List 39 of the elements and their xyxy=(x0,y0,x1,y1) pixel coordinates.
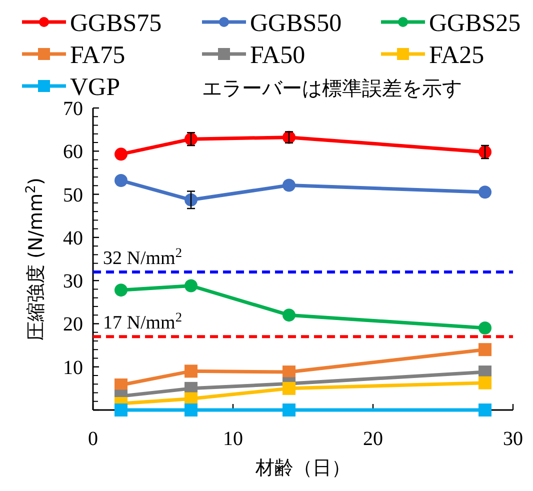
point xyxy=(282,382,296,395)
point xyxy=(114,174,128,187)
legend-label: FA25 xyxy=(429,42,484,69)
legend-label: GGBS75 xyxy=(70,10,162,37)
point xyxy=(282,178,296,192)
point xyxy=(114,148,128,161)
x-tick-label: 0 xyxy=(88,428,98,450)
y-tick-label: 60 xyxy=(63,141,83,164)
point xyxy=(282,308,296,322)
x-tick-label: 10 xyxy=(223,428,243,450)
y-tick-label: 30 xyxy=(63,270,83,293)
y-tick-label: 50 xyxy=(63,184,83,206)
point xyxy=(114,284,128,297)
point xyxy=(282,404,296,416)
legend-label: GGBS50 xyxy=(250,10,342,37)
legend-label: FA75 xyxy=(70,42,126,69)
ref-line-label: 17 N/mm$^{2}$ xyxy=(103,309,182,334)
x-tick-label: 30 xyxy=(503,428,523,450)
y-tick-label: 40 xyxy=(63,227,83,250)
point xyxy=(478,186,492,199)
point xyxy=(184,364,198,378)
point xyxy=(184,193,198,206)
point xyxy=(184,404,198,416)
x-tick-label: 20 xyxy=(363,428,383,450)
ref-line-label: 32 N/mm$^{2}$ xyxy=(103,244,182,269)
legend-label: VGP xyxy=(70,74,120,101)
y-tick-label: 70 xyxy=(63,98,83,120)
legend-label: FA50 xyxy=(250,42,306,69)
point xyxy=(478,343,492,356)
point xyxy=(478,404,492,416)
legend-label: GGBS25 xyxy=(429,10,521,37)
y-tick-label: 10 xyxy=(63,356,83,379)
point xyxy=(478,376,492,390)
point xyxy=(478,322,492,335)
y-tick-label: 20 xyxy=(63,314,83,336)
point xyxy=(114,404,128,416)
x-axis-title: 材齢（日） xyxy=(254,457,350,479)
text: エラーバーは標準誤差を示す xyxy=(202,76,462,100)
point xyxy=(184,279,198,292)
